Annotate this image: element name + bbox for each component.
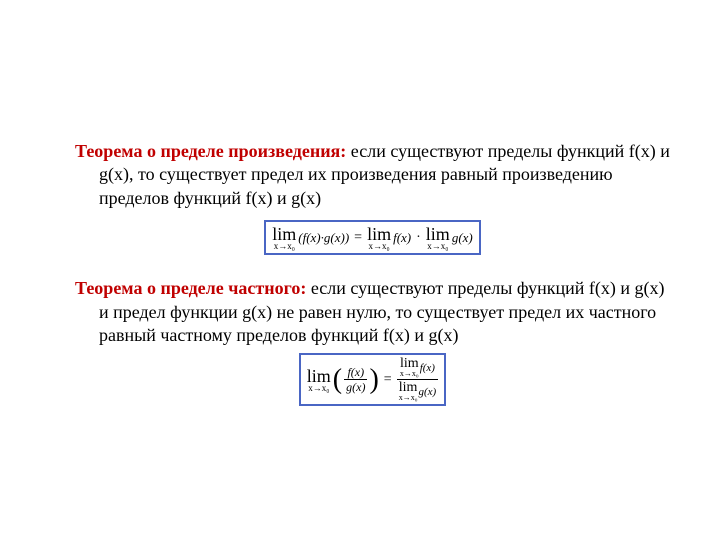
open-paren-icon: ( — [333, 366, 342, 394]
lim-subscript: x→x₀ — [307, 384, 331, 393]
theorem-quotient-equation: lim x→x₀ ( f(x) g(x) ) = lim x→x₀ — [307, 357, 438, 402]
fraction-denominator: g(x) — [344, 380, 367, 394]
fraction-numerator: f(x) — [344, 365, 367, 380]
rhs-denominator: lim x→x₀ g(x) — [397, 380, 439, 402]
theorem-quotient-heading: Теорема о пределе частного: — [75, 278, 306, 298]
lim-subscript: x→x₀ — [272, 242, 296, 251]
rhs-den-expression: g(x) — [418, 386, 436, 398]
lhs-expression: (f(x)·g(x)) — [298, 230, 349, 246]
lim-subscript: x→x₀ — [367, 242, 391, 251]
multiply-sign: · — [413, 230, 424, 246]
lim-symbol: lim x→x₀ — [307, 367, 331, 393]
lim-symbol: lim x→x₀ — [367, 225, 391, 251]
rhs-fraction: lim x→x₀ f(x) lim x→x₀ g(x) — [397, 357, 439, 402]
theorem-product-heading: Теорема о пределе произведения: — [75, 141, 346, 161]
theorem-product-formula-box: lim x→x₀ (f(x)·g(x)) = lim x→x₀ f(x) · l… — [264, 220, 481, 255]
lim-subscript: x→x₀ — [400, 370, 419, 378]
lim-symbol: lim x→x₀ — [272, 225, 296, 251]
theorem-product-formula-wrap: lim x→x₀ (f(x)·g(x)) = lim x→x₀ f(x) · l… — [75, 220, 670, 255]
theorem-quotient-formula-wrap: lim x→x₀ ( f(x) g(x) ) = lim x→x₀ — [75, 353, 670, 406]
equals-sign: = — [351, 230, 365, 246]
lim-symbol: lim x→x₀ — [399, 381, 418, 402]
rhs-numerator: lim x→x₀ f(x) — [397, 357, 439, 380]
rhs1-expression: f(x) — [393, 230, 411, 246]
theorem-quotient-paragraph: Теорема о пределе частного: если существ… — [75, 277, 670, 347]
close-paren-icon: ) — [369, 366, 378, 394]
lim-subscript: x→x₀ — [399, 394, 418, 402]
rhs2-expression: g(x) — [452, 230, 473, 246]
slide: Теорема о пределе произведения: если сущ… — [0, 0, 720, 540]
theorem-product-paragraph: Теорема о пределе произведения: если сущ… — [75, 140, 670, 210]
equals-sign: = — [381, 372, 395, 388]
lhs-fraction: f(x) g(x) — [344, 365, 367, 395]
lim-symbol: lim x→x₀ — [400, 357, 419, 378]
theorem-quotient-formula-box: lim x→x₀ ( f(x) g(x) ) = lim x→x₀ — [299, 353, 446, 406]
theorem-product-equation: lim x→x₀ (f(x)·g(x)) = lim x→x₀ f(x) · l… — [272, 225, 473, 251]
lim-subscript: x→x₀ — [426, 242, 450, 251]
rhs-num-expression: f(x) — [420, 362, 435, 374]
lim-symbol: lim x→x₀ — [426, 225, 450, 251]
